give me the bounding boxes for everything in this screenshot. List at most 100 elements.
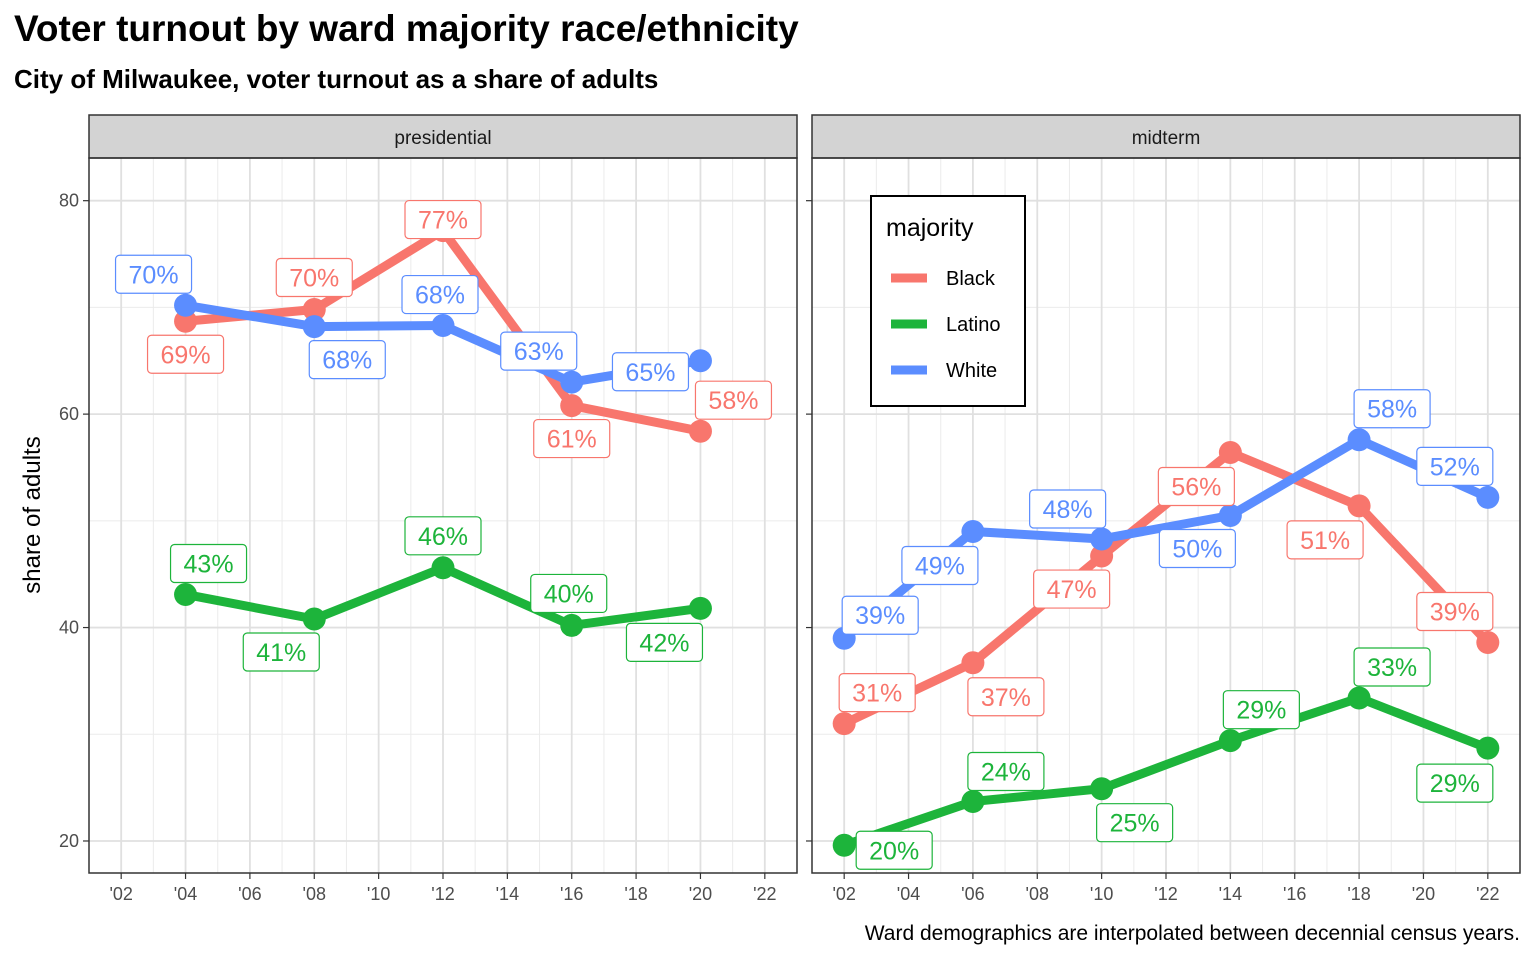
legend-label-latino: Latino bbox=[946, 314, 1001, 336]
data-label-latino: 42% bbox=[625, 622, 704, 662]
x-tick-label: '08 bbox=[303, 884, 326, 904]
data-label-text: 29% bbox=[1430, 770, 1480, 798]
x-tick-label: '16 bbox=[560, 884, 583, 904]
data-label-black: 47% bbox=[1033, 569, 1111, 609]
data-label-text: 41% bbox=[256, 639, 306, 667]
x-tick-label: '04 bbox=[897, 884, 920, 904]
data-point-latino bbox=[688, 596, 712, 620]
data-label-box bbox=[1033, 569, 1111, 609]
x-tick-label: '12 bbox=[431, 884, 454, 904]
legend: majority Black Latino White bbox=[870, 195, 1026, 407]
legend-title: majority bbox=[886, 214, 974, 242]
data-point-white bbox=[1090, 527, 1114, 551]
data-label-text: 24% bbox=[981, 759, 1031, 787]
data-label-text: 68% bbox=[415, 282, 465, 310]
data-label-text: 65% bbox=[625, 359, 675, 387]
data-label-box bbox=[404, 516, 482, 556]
data-label-black: 77% bbox=[404, 199, 482, 240]
x-tick-label: '08 bbox=[1026, 884, 1049, 904]
data-label-box bbox=[1353, 389, 1431, 429]
x-tick-label: '20 bbox=[689, 884, 712, 904]
data-point-latino bbox=[1347, 686, 1371, 710]
data-label-text: 52% bbox=[1430, 453, 1480, 481]
data-label-latino: 20% bbox=[855, 830, 933, 870]
data-label-box bbox=[404, 199, 482, 240]
data-label-box bbox=[169, 543, 248, 584]
data-label-text: 37% bbox=[981, 684, 1031, 712]
x-tick-label: '04 bbox=[174, 884, 197, 904]
data-label-black: 70% bbox=[275, 257, 353, 298]
data-point-latino bbox=[431, 556, 455, 580]
data-label-text: 48% bbox=[1043, 496, 1093, 524]
data-label-box bbox=[841, 595, 919, 635]
data-point-black bbox=[688, 419, 712, 443]
data-label-box bbox=[694, 380, 773, 420]
x-tick-label: '14 bbox=[496, 884, 519, 904]
data-point-white bbox=[1476, 485, 1500, 509]
data-point-black bbox=[961, 651, 985, 675]
data-label-text: 33% bbox=[1367, 654, 1417, 682]
data-label-text: 77% bbox=[418, 207, 468, 235]
data-label-text: 63% bbox=[514, 338, 564, 366]
data-point-black bbox=[832, 712, 856, 736]
data-label-box bbox=[530, 573, 608, 614]
series-line-latino bbox=[842, 693, 1490, 850]
data-label-text: 58% bbox=[708, 387, 758, 415]
data-point-white bbox=[302, 315, 326, 339]
data-point-black bbox=[1476, 630, 1500, 654]
data-label-white: 68% bbox=[308, 340, 386, 380]
legend-label-black: Black bbox=[946, 268, 996, 290]
data-label-text: 51% bbox=[1300, 527, 1350, 555]
data-point-latino bbox=[1090, 777, 1114, 801]
y-tick-label: 60 bbox=[59, 404, 79, 424]
x-tick-label: '22 bbox=[753, 884, 776, 904]
x-tick-label: '02 bbox=[109, 884, 132, 904]
x-tick-label: '10 bbox=[367, 884, 390, 904]
data-point-black bbox=[1090, 544, 1114, 568]
data-point-black bbox=[174, 309, 198, 333]
data-point-white bbox=[961, 520, 985, 544]
data-label-box bbox=[625, 622, 704, 662]
data-label-white: 39% bbox=[841, 595, 919, 635]
data-point-latino bbox=[832, 833, 856, 857]
data-label-white: 65% bbox=[611, 352, 690, 392]
data-point-white bbox=[1347, 428, 1371, 452]
data-label-box bbox=[242, 632, 320, 672]
data-point-latino bbox=[174, 582, 198, 606]
data-label-text: 43% bbox=[184, 550, 234, 578]
data-point-black bbox=[560, 394, 584, 418]
x-tick-label: '20 bbox=[1412, 884, 1435, 904]
data-label-box bbox=[146, 334, 225, 374]
data-label-text: 46% bbox=[418, 523, 468, 551]
data-point-white bbox=[1218, 504, 1242, 527]
data-label-white: 52% bbox=[1416, 446, 1494, 486]
data-label-box bbox=[1029, 489, 1107, 529]
data-point-latino bbox=[1476, 736, 1500, 760]
data-label-text: 56% bbox=[1171, 474, 1221, 502]
data-label-text: 39% bbox=[855, 602, 905, 630]
y-tick-label: 40 bbox=[59, 618, 79, 638]
data-point-latino bbox=[560, 613, 584, 637]
x-tick-label: '18 bbox=[624, 884, 647, 904]
facet-strip-label: presidential bbox=[394, 128, 491, 149]
x-tick-label: '12 bbox=[1154, 884, 1177, 904]
data-label-black: 58% bbox=[694, 380, 773, 420]
x-tick-label: '06 bbox=[238, 884, 261, 904]
x-tick-label: '22 bbox=[1476, 884, 1499, 904]
data-label-text: 50% bbox=[1172, 536, 1222, 564]
x-tick-label: '16 bbox=[1283, 884, 1306, 904]
chart-subtitle: City of Milwaukee, voter turnout as a sh… bbox=[14, 64, 659, 94]
data-label-latino: 29% bbox=[1222, 690, 1300, 730]
data-label-latino: 25% bbox=[1096, 803, 1174, 843]
data-label-latino: 24% bbox=[967, 751, 1045, 792]
data-label-text: 69% bbox=[161, 341, 211, 369]
data-label-text: 68% bbox=[322, 347, 372, 375]
data-point-latino bbox=[961, 790, 985, 813]
data-label-box bbox=[1158, 528, 1236, 569]
data-label-white: 70% bbox=[114, 254, 193, 294]
data-label-box bbox=[1286, 520, 1364, 560]
data-label-box bbox=[838, 672, 916, 713]
data-label-text: 58% bbox=[1367, 396, 1417, 424]
data-label-box bbox=[1416, 591, 1494, 632]
